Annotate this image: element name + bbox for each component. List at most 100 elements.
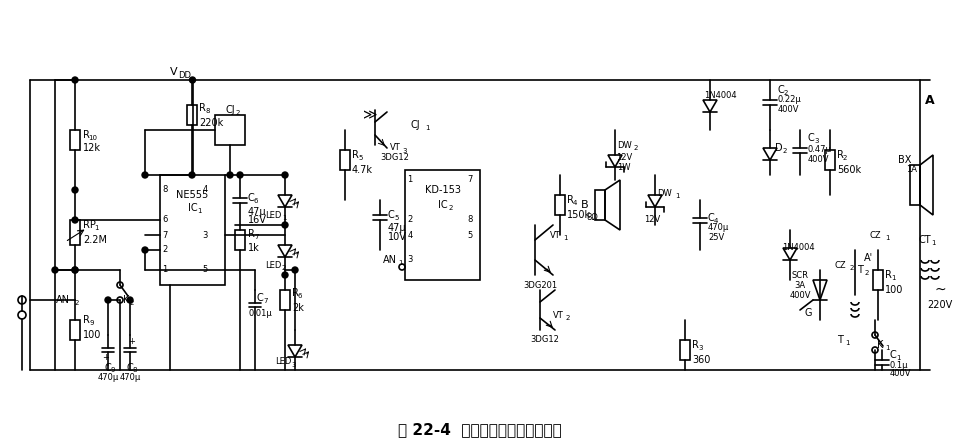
- Text: 10V: 10V: [388, 232, 407, 242]
- Text: 1: 1: [896, 355, 900, 361]
- Text: C: C: [808, 133, 815, 143]
- Text: 0.01μ: 0.01μ: [248, 308, 272, 317]
- Circle shape: [142, 247, 148, 253]
- Circle shape: [142, 172, 148, 178]
- Bar: [70, 220, 80, 245]
- Text: LED: LED: [275, 358, 291, 367]
- Text: 12V: 12V: [616, 153, 632, 163]
- Text: DW: DW: [616, 140, 632, 149]
- Text: 5: 5: [468, 231, 472, 240]
- Circle shape: [282, 272, 288, 278]
- Text: C: C: [778, 85, 784, 95]
- Text: 1: 1: [845, 340, 850, 346]
- Text: 2: 2: [407, 215, 413, 224]
- Text: 1: 1: [931, 240, 935, 246]
- Text: 3: 3: [814, 138, 819, 144]
- Text: 5: 5: [358, 155, 362, 161]
- Text: 7: 7: [162, 231, 168, 240]
- Circle shape: [72, 77, 78, 83]
- Text: 2: 2: [850, 265, 854, 271]
- Text: 1N4004: 1N4004: [781, 244, 814, 253]
- Text: K: K: [876, 340, 883, 350]
- Text: R: R: [292, 288, 299, 298]
- Text: 1: 1: [94, 225, 99, 231]
- Text: +: +: [103, 353, 109, 362]
- Text: 2: 2: [282, 265, 286, 271]
- Text: ~: ~: [934, 283, 946, 297]
- Text: G: G: [804, 308, 812, 318]
- Text: T: T: [837, 335, 843, 345]
- Text: 8Ω: 8Ω: [587, 212, 598, 222]
- Text: SCR: SCR: [791, 270, 808, 279]
- Text: R: R: [567, 195, 574, 205]
- Text: VT: VT: [550, 231, 561, 240]
- Text: C: C: [256, 293, 263, 303]
- Text: 5: 5: [203, 266, 207, 274]
- Text: 4: 4: [407, 231, 413, 240]
- Text: ≫: ≫: [363, 108, 377, 122]
- Text: 3A: 3A: [795, 281, 805, 290]
- Text: 3DG12: 3DG12: [380, 153, 409, 163]
- Text: R: R: [352, 150, 359, 160]
- Bar: [340, 150, 350, 170]
- Circle shape: [227, 172, 233, 178]
- Text: 3: 3: [407, 256, 413, 265]
- Text: NE555: NE555: [177, 190, 208, 200]
- Text: CJ: CJ: [410, 120, 420, 130]
- Text: 2: 2: [75, 300, 79, 306]
- Text: 0.1μ: 0.1μ: [890, 360, 908, 370]
- Text: CZ: CZ: [869, 231, 881, 240]
- Text: 220V: 220V: [927, 300, 952, 310]
- Text: 8: 8: [162, 186, 168, 194]
- Circle shape: [72, 267, 78, 273]
- Text: R: R: [837, 150, 844, 160]
- Text: IC: IC: [188, 203, 198, 213]
- Bar: [235, 230, 245, 250]
- Text: 1W: 1W: [617, 164, 631, 173]
- Text: 2: 2: [448, 205, 453, 211]
- Text: C: C: [105, 363, 111, 373]
- Text: R: R: [248, 229, 254, 239]
- Text: C: C: [890, 350, 897, 360]
- Bar: [680, 340, 690, 360]
- Text: CT: CT: [919, 235, 931, 245]
- Text: 400V: 400V: [808, 156, 829, 164]
- Text: 25V: 25V: [708, 233, 724, 243]
- Text: 1: 1: [424, 125, 429, 131]
- Text: LED: LED: [265, 211, 281, 219]
- Circle shape: [189, 172, 195, 178]
- Circle shape: [105, 297, 111, 303]
- Bar: [215, 115, 245, 145]
- Bar: [160, 175, 225, 285]
- Text: 1: 1: [675, 193, 680, 199]
- Circle shape: [127, 297, 133, 303]
- Text: 2: 2: [865, 270, 869, 276]
- Text: 3DG201: 3DG201: [523, 281, 557, 290]
- Text: 1: 1: [407, 176, 413, 185]
- Text: 2: 2: [784, 90, 788, 96]
- Text: 4: 4: [573, 200, 577, 206]
- Text: A: A: [925, 93, 935, 106]
- Text: 4: 4: [203, 186, 207, 194]
- Text: 10: 10: [88, 135, 97, 141]
- Text: 2: 2: [782, 148, 787, 154]
- Text: 6: 6: [254, 198, 258, 204]
- Circle shape: [237, 172, 243, 178]
- Text: 1: 1: [397, 260, 402, 266]
- Text: 8: 8: [132, 367, 137, 373]
- Text: 400V: 400V: [890, 368, 911, 378]
- Text: 0.22μ: 0.22μ: [778, 96, 802, 105]
- Text: 16V: 16V: [248, 215, 267, 225]
- Text: 9: 9: [89, 320, 93, 326]
- Circle shape: [72, 267, 78, 273]
- Text: C: C: [127, 363, 133, 373]
- Bar: [405, 170, 480, 280]
- Text: 220k: 220k: [199, 118, 224, 128]
- Text: DD: DD: [178, 71, 191, 80]
- Text: V: V: [170, 67, 178, 77]
- Text: 3: 3: [698, 345, 703, 351]
- Bar: [595, 190, 605, 220]
- Text: KD-153: KD-153: [424, 185, 461, 195]
- Text: K: K: [123, 295, 130, 305]
- Text: R: R: [885, 270, 892, 280]
